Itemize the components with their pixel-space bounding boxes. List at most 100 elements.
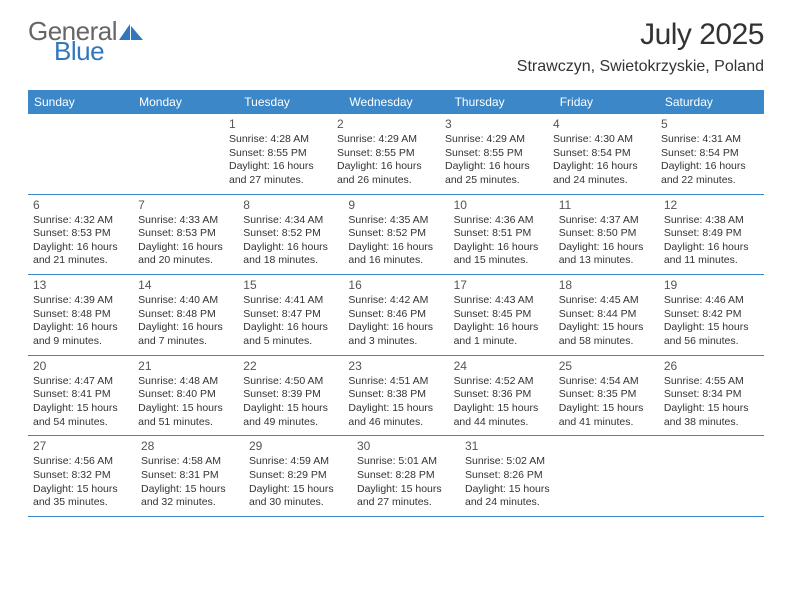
day-number: 9 — [348, 198, 443, 212]
day-number: 21 — [138, 359, 233, 373]
day-cell: 3 Sunrise: 4:29 AMSunset: 8:55 PMDaylight… — [440, 114, 548, 194]
day-details: Sunrise: 4:45 AMSunset: 8:44 PMDaylight:… — [559, 294, 654, 349]
day-details: Sunrise: 4:51 AMSunset: 8:38 PMDaylight:… — [348, 375, 443, 430]
day-number: 6 — [33, 198, 128, 212]
day-number: 7 — [138, 198, 233, 212]
day-details: Sunrise: 4:52 AMSunset: 8:36 PMDaylight:… — [454, 375, 549, 430]
day-details: Sunrise: 5:01 AMSunset: 8:28 PMDaylight:… — [357, 455, 455, 510]
day-number: 18 — [559, 278, 654, 292]
day-number: 28 — [141, 439, 239, 453]
day-cell: 6 Sunrise: 4:32 AMSunset: 8:53 PMDaylight… — [28, 195, 133, 275]
day-cell: 21 Sunrise: 4:48 AMSunset: 8:40 PMDayligh… — [133, 356, 238, 436]
day-number: 12 — [664, 198, 759, 212]
day-number: 26 — [664, 359, 759, 373]
day-number: 3 — [445, 117, 543, 131]
day-number: 22 — [243, 359, 338, 373]
day-details: Sunrise: 4:35 AMSunset: 8:52 PMDaylight:… — [348, 214, 443, 269]
day-details: Sunrise: 4:43 AMSunset: 8:45 PMDaylight:… — [454, 294, 549, 349]
day-cell: 18 Sunrise: 4:45 AMSunset: 8:44 PMDayligh… — [554, 275, 659, 355]
day-cell: 2 Sunrise: 4:29 AMSunset: 8:55 PMDaylight… — [332, 114, 440, 194]
day-cell: 11 Sunrise: 4:37 AMSunset: 8:50 PMDayligh… — [554, 195, 659, 275]
day-cell: 27 Sunrise: 4:56 AMSunset: 8:32 PMDayligh… — [28, 436, 136, 516]
day-number: 14 — [138, 278, 233, 292]
day-cell: 14 Sunrise: 4:40 AMSunset: 8:48 PMDayligh… — [133, 275, 238, 355]
day-number: 15 — [243, 278, 338, 292]
day-cell: 13Sunrise: 4:39 AMSunset: 8:48 PMDayligh… — [28, 275, 133, 355]
day-details: Sunrise: 4:28 AMSunset: 8:55 PMDaylight:… — [229, 133, 327, 188]
day-details: Sunrise: 4:30 AMSunset: 8:54 PMDaylight:… — [553, 133, 651, 188]
day-cell: 9 Sunrise: 4:35 AMSunset: 8:52 PMDaylight… — [343, 195, 448, 275]
day-cell: 19 Sunrise: 4:46 AMSunset: 8:42 PMDayligh… — [659, 275, 764, 355]
weekday-label: Friday — [554, 90, 659, 114]
day-cell: 10 Sunrise: 4:36 AMSunset: 8:51 PMDayligh… — [449, 195, 554, 275]
day-number: 10 — [454, 198, 549, 212]
week-row: 27 Sunrise: 4:56 AMSunset: 8:32 PMDayligh… — [28, 436, 764, 517]
logo-text-blue: Blue — [54, 38, 143, 64]
day-details: Sunrise: 4:41 AMSunset: 8:47 PMDaylight:… — [243, 294, 338, 349]
weekday-label: Tuesday — [238, 90, 343, 114]
day-details: Sunrise: 4:29 AMSunset: 8:55 PMDaylight:… — [337, 133, 435, 188]
header: General Blue July 2025 Strawczyn, Swieto… — [0, 0, 792, 84]
day-number: 5 — [661, 117, 759, 131]
day-number: 11 — [559, 198, 654, 212]
day-cell: 15 Sunrise: 4:41 AMSunset: 8:47 PMDayligh… — [238, 275, 343, 355]
logo: General Blue — [28, 18, 143, 64]
day-cell: 7Sunrise: 4:33 AMSunset: 8:53 PMDaylight… — [133, 195, 238, 275]
day-details: Sunrise: 4:54 AMSunset: 8:35 PMDaylight:… — [559, 375, 654, 430]
day-number: 16 — [348, 278, 443, 292]
month-title: July 2025 — [517, 18, 764, 52]
day-details: Sunrise: 4:59 AMSunset: 8:29 PMDaylight:… — [249, 455, 347, 510]
week-row: 1 Sunrise: 4:28 AMSunset: 8:55 PMDaylight… — [28, 114, 764, 195]
empty-cell — [28, 114, 126, 194]
day-details: Sunrise: 4:32 AMSunset: 8:53 PMDaylight:… — [33, 214, 128, 269]
day-details: Sunrise: 4:39 AMSunset: 8:48 PMDaylight:… — [33, 294, 128, 349]
calendar: Sunday Monday Tuesday Wednesday Thursday… — [28, 90, 764, 517]
weekday-label: Wednesday — [343, 90, 448, 114]
day-number: 17 — [454, 278, 549, 292]
day-number: 23 — [348, 359, 443, 373]
day-number: 27 — [33, 439, 131, 453]
day-details: Sunrise: 4:50 AMSunset: 8:39 PMDaylight:… — [243, 375, 338, 430]
day-cell: 30 Sunrise: 5:01 AMSunset: 8:28 PMDayligh… — [352, 436, 460, 516]
day-cell: 20Sunrise: 4:47 AMSunset: 8:41 PMDayligh… — [28, 356, 133, 436]
day-details: Sunrise: 4:34 AMSunset: 8:52 PMDaylight:… — [243, 214, 338, 269]
day-number: 29 — [249, 439, 347, 453]
day-cell: 4Sunrise: 4:30 AMSunset: 8:54 PMDaylight… — [548, 114, 656, 194]
empty-cell — [568, 436, 666, 516]
weekday-header: Sunday Monday Tuesday Wednesday Thursday… — [28, 90, 764, 114]
weekday-label: Monday — [133, 90, 238, 114]
weekday-label: Sunday — [28, 90, 133, 114]
day-details: Sunrise: 4:40 AMSunset: 8:48 PMDaylight:… — [138, 294, 233, 349]
day-cell: 12 Sunrise: 4:38 AMSunset: 8:49 PMDayligh… — [659, 195, 764, 275]
day-cell: 24 Sunrise: 4:52 AMSunset: 8:36 PMDayligh… — [449, 356, 554, 436]
day-details: Sunrise: 4:56 AMSunset: 8:32 PMDaylight:… — [33, 455, 131, 510]
day-details: Sunrise: 4:55 AMSunset: 8:34 PMDaylight:… — [664, 375, 759, 430]
day-cell: 31Sunrise: 5:02 AMSunset: 8:26 PMDayligh… — [460, 436, 568, 516]
day-cell: 17 Sunrise: 4:43 AMSunset: 8:45 PMDayligh… — [449, 275, 554, 355]
day-cell: 29 Sunrise: 4:59 AMSunset: 8:29 PMDayligh… — [244, 436, 352, 516]
day-details: Sunrise: 4:48 AMSunset: 8:40 PMDaylight:… — [138, 375, 233, 430]
day-details: Sunrise: 4:38 AMSunset: 8:49 PMDaylight:… — [664, 214, 759, 269]
weekday-label: Thursday — [449, 90, 554, 114]
week-row: 20Sunrise: 4:47 AMSunset: 8:41 PMDayligh… — [28, 356, 764, 437]
day-number: 1 — [229, 117, 327, 131]
day-cell: 1 Sunrise: 4:28 AMSunset: 8:55 PMDaylight… — [224, 114, 332, 194]
day-details: Sunrise: 4:37 AMSunset: 8:50 PMDaylight:… — [559, 214, 654, 269]
day-details: Sunrise: 4:47 AMSunset: 8:41 PMDaylight:… — [33, 375, 128, 430]
day-number: 19 — [664, 278, 759, 292]
day-cell: 16 Sunrise: 4:42 AMSunset: 8:46 PMDayligh… — [343, 275, 448, 355]
day-number: 2 — [337, 117, 435, 131]
day-number: 30 — [357, 439, 455, 453]
day-number: 8 — [243, 198, 338, 212]
day-details: Sunrise: 5:02 AMSunset: 8:26 PMDaylight:… — [465, 455, 563, 510]
day-details: Sunrise: 4:29 AMSunset: 8:55 PMDaylight:… — [445, 133, 543, 188]
day-cell: 22 Sunrise: 4:50 AMSunset: 8:39 PMDayligh… — [238, 356, 343, 436]
day-cell: 25Sunrise: 4:54 AMSunset: 8:35 PMDayligh… — [554, 356, 659, 436]
day-details: Sunrise: 4:42 AMSunset: 8:46 PMDaylight:… — [348, 294, 443, 349]
day-number: 24 — [454, 359, 549, 373]
day-details: Sunrise: 4:46 AMSunset: 8:42 PMDaylight:… — [664, 294, 759, 349]
week-row: 13Sunrise: 4:39 AMSunset: 8:48 PMDayligh… — [28, 275, 764, 356]
day-details: Sunrise: 4:36 AMSunset: 8:51 PMDaylight:… — [454, 214, 549, 269]
location: Strawczyn, Swietokrzyskie, Poland — [517, 58, 764, 76]
weekday-label: Saturday — [659, 90, 764, 114]
